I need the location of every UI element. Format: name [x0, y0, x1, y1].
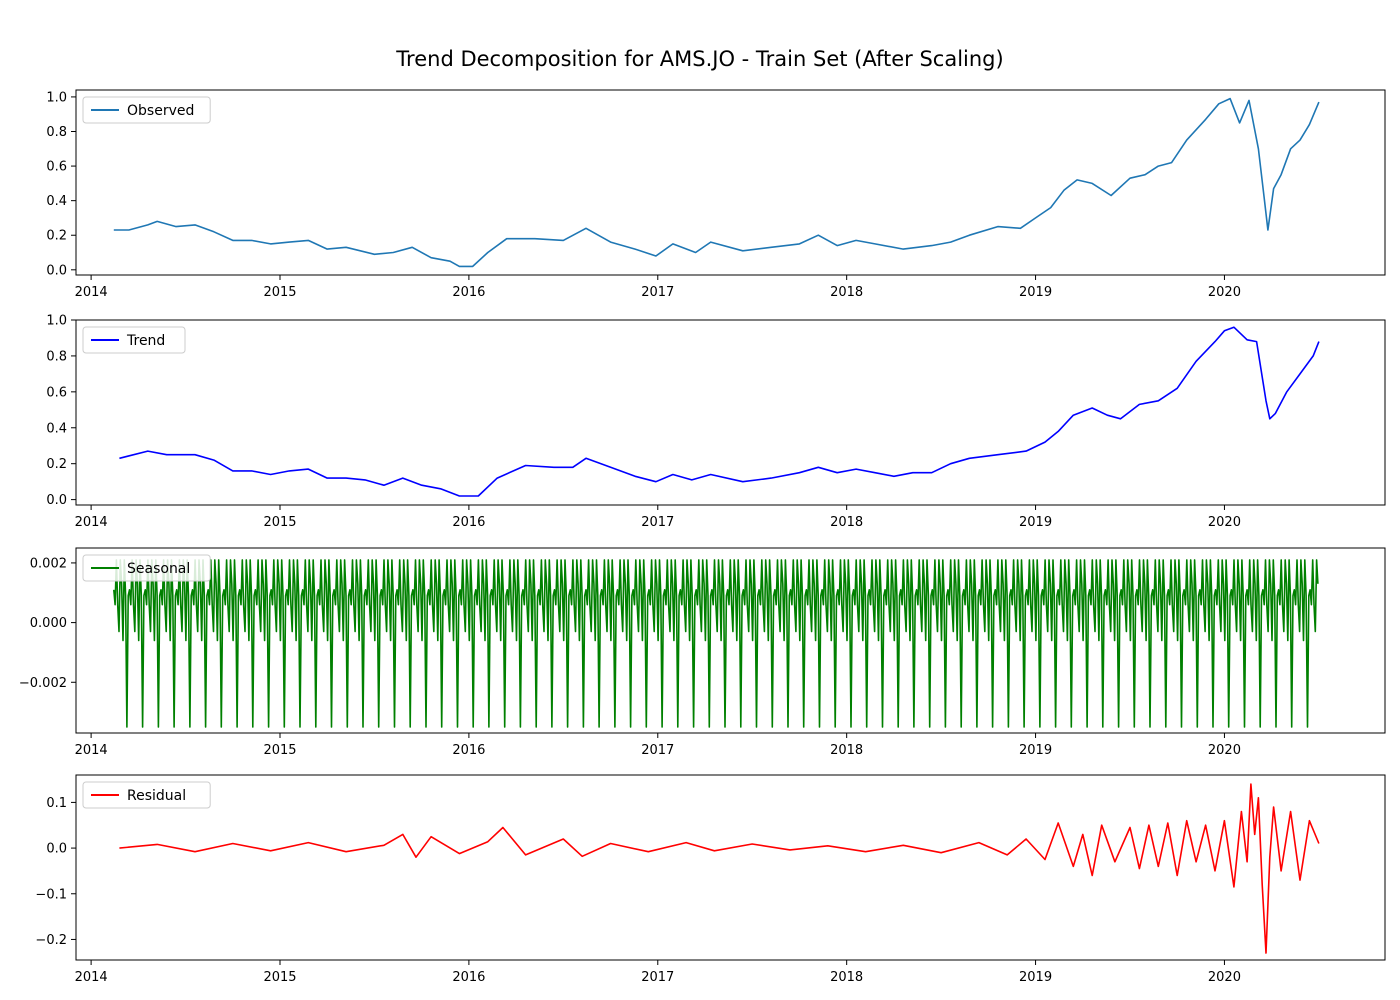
seasonal-x-tick-label: 2018	[830, 743, 863, 758]
seasonal-x-tick-label: 2016	[452, 743, 485, 758]
seasonal-x-tick-label: 2014	[75, 743, 108, 758]
residual-x-tick-label: 2014	[75, 970, 108, 985]
residual-y-tick-label: −0.2	[35, 933, 67, 948]
trend-x-tick-label: 2018	[830, 515, 863, 530]
observed-legend-label: Observed	[127, 103, 194, 119]
seasonal-x-tick-label: 2020	[1208, 743, 1241, 758]
residual-legend-box	[82, 781, 211, 809]
seasonal-series-line	[113, 559, 1319, 728]
observed-y-tick-label: 0.8	[46, 125, 67, 140]
residual-legend-label: Residual	[127, 788, 186, 804]
observed-y-tick-label: 0.0	[46, 263, 67, 278]
seasonal-legend-label: Seasonal	[127, 561, 190, 577]
observed-x-tick-label: 2014	[75, 285, 108, 300]
trend-y-tick-label: 0.6	[46, 385, 67, 400]
residual-y-tick-label: 0.0	[46, 842, 67, 857]
trend-axes-frame	[75, 319, 1386, 506]
trend-y-tick-label: 1.0	[46, 314, 67, 329]
observed-y-tick-label: 0.6	[46, 160, 67, 175]
panel-observed: 2014 2015 2016 2017 2018 2019 2020 0.0 0.2 0.4 0.6…	[46, 89, 1386, 300]
observed-x-tick-label: 2018	[830, 285, 863, 300]
trend-legend: Trend	[82, 326, 186, 354]
observed-x-tick-label: 2020	[1208, 285, 1241, 300]
observed-y-tick-label: 0.2	[46, 229, 67, 244]
observed-legend: Observed	[82, 96, 211, 124]
panels: 2014 2015 2016 2017 2018 2019 2020 0.0 0.2 0.4 0.6…	[19, 89, 1386, 985]
trend-x-tick-label: 2019	[1019, 515, 1052, 530]
trend-legend-box	[82, 326, 186, 354]
observed-axes-frame	[75, 89, 1386, 276]
seasonal-y-tick-label: −0.002	[19, 676, 67, 691]
seasonal-legend-box	[82, 554, 211, 582]
residual-x-tick-label: 2016	[452, 970, 485, 985]
seasonal-axes-frame	[75, 547, 1386, 734]
trend-x-tick-label: 2020	[1208, 515, 1241, 530]
residual-x-tick-label: 2018	[830, 970, 863, 985]
residual-legend: Residual	[82, 781, 211, 809]
seasonal-legend: Seasonal	[82, 554, 211, 582]
chart-title: Trend Decomposition for AMS.JO - Train S…	[395, 47, 1003, 71]
observed-y-tick-label: 1.0	[46, 90, 67, 105]
trend-y-tick-label: 0.4	[46, 421, 67, 436]
seasonal-x-tick-label: 2017	[641, 743, 674, 758]
trend-series-line	[119, 326, 1320, 497]
panel-trend: 2014 2015 2016 2017 2018 2019 2020 0.0 0.2 0.4 0.6…	[46, 314, 1386, 530]
residual-x-tick-label: 2015	[263, 970, 296, 985]
residual-x-tick-label: 2020	[1208, 970, 1241, 985]
observed-x-tick-label: 2019	[1019, 285, 1052, 300]
seasonal-x-tick-label: 2019	[1019, 743, 1052, 758]
trend-x-tick-label: 2016	[452, 515, 485, 530]
residual-x-tick-label: 2019	[1019, 970, 1052, 985]
trend-y-tick-label: 0.2	[46, 457, 67, 472]
observed-y-tick-label: 0.4	[46, 194, 67, 209]
trend-x-tick-label: 2017	[641, 515, 674, 530]
seasonal-y-tick-label: 0.002	[30, 556, 67, 571]
trend-y-tick-label: 0.0	[46, 493, 67, 508]
residual-axes-frame	[75, 774, 1386, 961]
observed-series-line	[113, 97, 1320, 268]
panel-seasonal: 2014 2015 2016 2017 2018 2019 2020 −0.002 0.000 0…	[19, 547, 1386, 758]
seasonal-x-tick-label: 2015	[263, 743, 296, 758]
trend-x-tick-label: 2015	[263, 515, 296, 530]
observed-x-tick-label: 2017	[641, 285, 674, 300]
trend-legend-label: Trend	[126, 333, 165, 349]
observed-x-tick-label: 2015	[263, 285, 296, 300]
panel-residual: 2014 2015 2016 2017 2018 2019 2020 −0.2 −0.1 0.0 0…	[35, 774, 1386, 985]
residual-y-tick-label: −0.1	[35, 887, 67, 902]
residual-series-line	[119, 783, 1320, 954]
trend-x-tick-label: 2014	[75, 515, 108, 530]
residual-y-tick-label: 0.1	[46, 796, 67, 811]
residual-x-tick-label: 2017	[641, 970, 674, 985]
observed-x-tick-label: 2016	[452, 285, 485, 300]
observed-legend-box	[82, 96, 211, 124]
trend-y-tick-label: 0.8	[46, 349, 67, 364]
seasonal-y-tick-label: 0.000	[30, 616, 67, 631]
